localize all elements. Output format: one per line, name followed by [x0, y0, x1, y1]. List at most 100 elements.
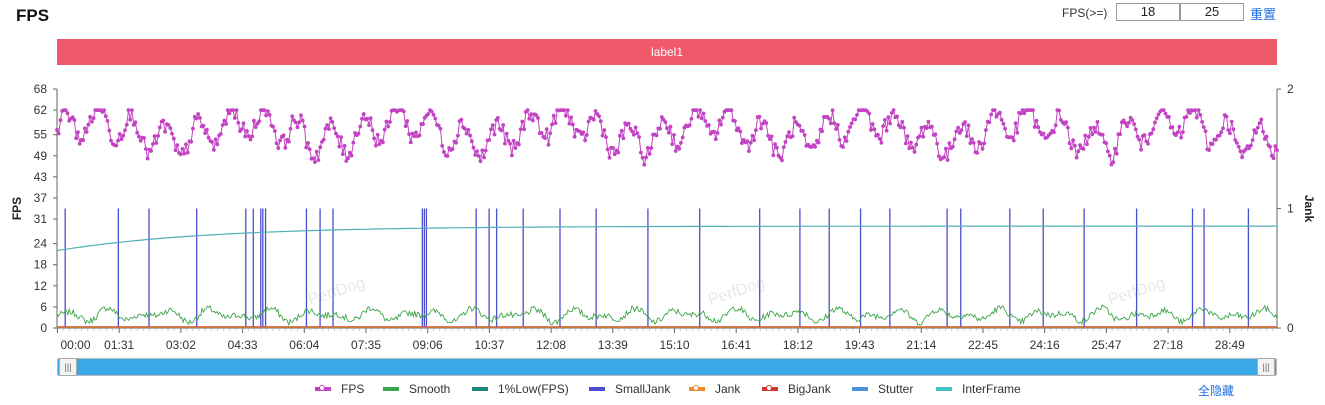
fps-point [1224, 114, 1229, 119]
fps-point [375, 132, 380, 137]
fps-point [698, 108, 702, 112]
fps-point [171, 136, 176, 141]
fps-point [832, 121, 837, 126]
fps-point [205, 127, 209, 132]
y-tick-label: 12 [34, 279, 48, 293]
fps-point [489, 127, 493, 132]
fps-point [584, 133, 589, 137]
fps-point [963, 120, 967, 125]
fps-point [1268, 144, 1272, 149]
legend-item-small-jank[interactable]: SmallJank [589, 382, 670, 396]
fps-point [1086, 134, 1091, 139]
legend-item-big-jank[interactable]: BigJank [762, 382, 831, 396]
fps-point [103, 114, 108, 119]
fps-point [889, 111, 894, 115]
fps-point [771, 153, 776, 158]
smooth-line [56, 304, 1278, 327]
fps-point [1243, 147, 1248, 152]
fps-point [241, 121, 246, 126]
fps-point [994, 114, 999, 119]
fps-point [1259, 117, 1264, 122]
hide-all-button[interactable]: 全隐藏 [1198, 384, 1235, 398]
fps-point [90, 119, 94, 124]
fps-point [408, 140, 413, 145]
legend-item-interframe[interactable]: InterFrame [936, 382, 1021, 396]
fps-point [246, 134, 251, 139]
legend-item-smooth[interactable]: Smooth [383, 382, 450, 396]
y-tick-label: 62 [34, 103, 48, 117]
x-tick-label: 19:43 [845, 338, 875, 352]
y-axis-title: FPS [10, 197, 24, 220]
fps-point [492, 132, 497, 137]
fps-point [121, 133, 126, 138]
fps-point [370, 128, 375, 133]
fps-point [426, 112, 431, 116]
fps-point [178, 152, 183, 157]
fps-point [266, 109, 270, 114]
fps-point [1064, 120, 1068, 124]
fps-point [1052, 130, 1056, 135]
fps-point [1107, 153, 1112, 158]
fps-point [971, 140, 976, 145]
fps-threshold-high-input[interactable]: 25 [1180, 3, 1244, 21]
legend-item-jank[interactable]: Jank [689, 382, 740, 396]
fps-point [189, 139, 194, 144]
fps-point [286, 139, 291, 144]
fps-point [635, 131, 640, 136]
fps-point [764, 121, 769, 125]
slider-handle-right[interactable]: ||| [1257, 358, 1275, 376]
fps-point [987, 120, 992, 125]
fps-point [116, 138, 120, 143]
fps-point [403, 124, 408, 128]
fps-point [327, 127, 331, 131]
fps-point [250, 134, 255, 139]
fps-point [1020, 108, 1025, 112]
legend-item-fps[interactable]: FPS [315, 382, 364, 396]
fps-point [382, 127, 387, 132]
fps-point [665, 126, 669, 131]
fps-point [1113, 146, 1117, 151]
reset-button[interactable]: 重置 [1250, 7, 1277, 22]
legend-label: SmallJank [615, 382, 671, 396]
fps-point [65, 111, 70, 116]
fps-point [1071, 138, 1075, 143]
fps-point [1198, 113, 1203, 117]
fps-point [1154, 116, 1159, 121]
fps-point [522, 127, 526, 132]
legend-label: InterFrame [962, 382, 1021, 396]
fps-point [525, 108, 530, 112]
fps-point [191, 126, 195, 131]
fps-point [262, 108, 267, 112]
label-band[interactable]: label1 [57, 39, 1277, 65]
fps-point [196, 112, 201, 116]
fps-point [703, 119, 708, 123]
fps-point [133, 120, 138, 125]
x-tick-label: 07:35 [351, 338, 381, 352]
legend-item-stutter[interactable]: Stutter [852, 382, 913, 396]
fps-point [696, 114, 701, 119]
fps-point [307, 147, 312, 152]
fps-point [386, 124, 390, 129]
fps-point [694, 108, 699, 112]
fps-point [513, 146, 518, 150]
fps-point [388, 120, 392, 124]
fps-point [414, 130, 418, 135]
fps-point [872, 127, 877, 132]
fps-threshold-low-input[interactable]: 18 [1116, 3, 1180, 21]
legend-label: Stutter [878, 382, 914, 396]
fps-point [154, 141, 159, 145]
fps-point [1034, 118, 1039, 123]
fps-point [372, 136, 377, 141]
watermark: PerfDog [306, 274, 367, 308]
time-range-slider[interactable] [57, 358, 1277, 376]
slider-handle-left[interactable]: ||| [59, 358, 77, 376]
fps-point [475, 149, 479, 154]
legend-item-1pct-low[interactable]: 1%Low(FPS) [472, 382, 569, 396]
fps-point [511, 138, 516, 143]
fps-point [253, 125, 258, 129]
fps-point [157, 125, 162, 130]
fps-point [245, 129, 249, 133]
fps-point [1130, 118, 1135, 122]
fps-point [1236, 144, 1241, 149]
